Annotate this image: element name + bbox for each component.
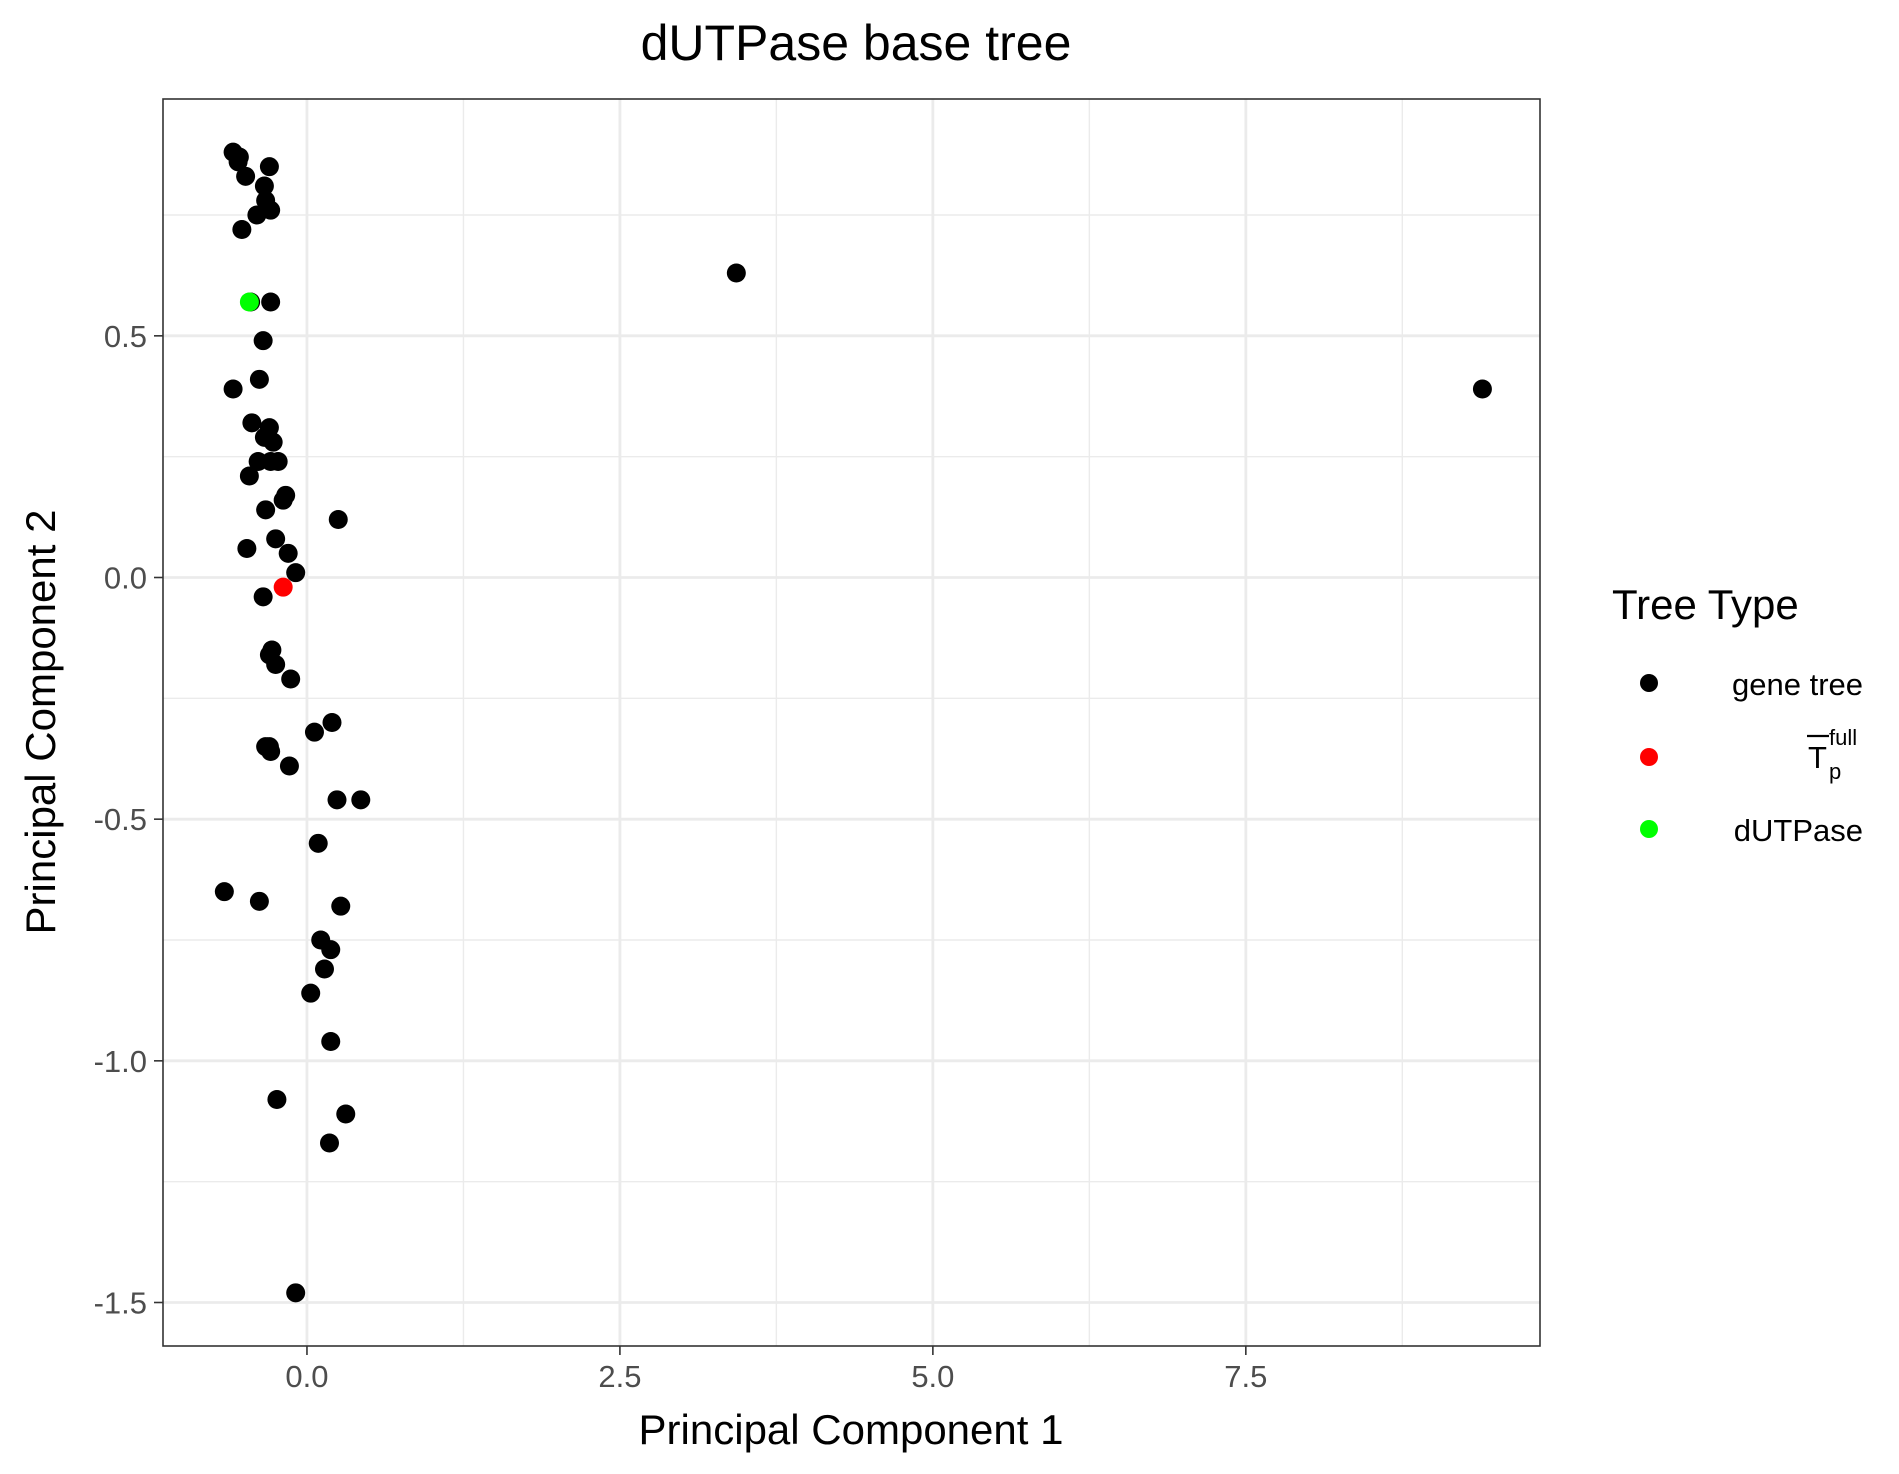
x-axis: 0.0 2.5 5.0 7.5 xyxy=(285,1346,1267,1394)
point-gene-tree xyxy=(268,452,288,471)
legend-label-t: T xyxy=(1808,740,1827,775)
legend-label-dutpase: dUTPase xyxy=(1734,813,1863,848)
legend: Tree Type gene tree T full p dUTPase xyxy=(1612,581,1863,848)
point-gene-tree xyxy=(351,790,371,810)
x-tick-label: 7.5 xyxy=(1224,1359,1267,1394)
point-gene-tree xyxy=(273,490,293,510)
minor-gridlines xyxy=(163,99,1540,1346)
chart-title: dUTPase base tree xyxy=(641,15,1072,71)
y-tick-label: -1.5 xyxy=(94,1286,147,1321)
legend-key-t-p-full xyxy=(1640,748,1658,766)
point-gene-tree xyxy=(236,166,256,186)
point-gene-tree xyxy=(336,1104,356,1124)
point-gene-tree xyxy=(1472,379,1492,399)
point-gene-tree xyxy=(254,176,274,196)
y-tick-label: -1.0 xyxy=(94,1044,147,1079)
point-gene-tree xyxy=(322,713,342,732)
x-axis-title: Principal Component 1 xyxy=(639,1406,1064,1453)
x-tick-label: 2.5 xyxy=(598,1359,641,1394)
y-axis: 0.5 0.0 -0.5 -1.0 -1.5 xyxy=(94,319,163,1321)
point-gene-tree xyxy=(261,742,281,761)
point-gene-tree xyxy=(327,790,347,810)
legend-key-dutpase xyxy=(1640,820,1658,838)
point-gene-tree xyxy=(314,959,334,979)
legend-label-subscript: p xyxy=(1829,759,1841,784)
legend-item-dutpase: dUTPase xyxy=(1640,813,1863,848)
legend-item-gene-tree: gene tree xyxy=(1640,667,1863,702)
point-gene-tree xyxy=(223,379,243,399)
point-gene-tree xyxy=(263,432,283,452)
legend-title: Tree Type xyxy=(1612,581,1799,628)
data-points xyxy=(214,142,1492,1303)
point-gene-tree xyxy=(266,529,286,549)
major-gridlines xyxy=(163,99,1540,1346)
point-gene-tree xyxy=(301,983,321,1003)
point-gene-tree xyxy=(319,1133,339,1153)
y-tick-label: 0.0 xyxy=(104,561,147,596)
point-gene-tree xyxy=(286,563,306,583)
point-gene-tree xyxy=(308,833,328,853)
panel-background xyxy=(163,99,1540,1346)
y-axis-title: Principal Component 2 xyxy=(17,510,64,935)
legend-label-superscript: full xyxy=(1829,725,1857,750)
plot-panel xyxy=(162,98,1541,1347)
legend-label-gene-tree: gene tree xyxy=(1732,667,1863,702)
point-gene-tree xyxy=(267,1090,287,1109)
point-gene-tree xyxy=(237,539,257,558)
point-gene-tree xyxy=(266,655,286,674)
point-gene-tree xyxy=(256,500,276,520)
legend-item-t-p-full: T full p xyxy=(1640,725,1857,784)
point-t-p-full xyxy=(273,577,293,597)
point-gene-tree xyxy=(321,1032,341,1051)
point-gene-tree xyxy=(232,220,252,239)
point-gene-tree xyxy=(281,669,301,689)
point-gene-tree xyxy=(214,882,234,902)
point-gene-tree xyxy=(261,292,281,312)
point-gene-tree xyxy=(278,543,298,563)
point-gene-tree xyxy=(259,157,279,177)
point-gene-tree xyxy=(726,263,746,283)
point-gene-tree xyxy=(253,331,273,351)
y-tick-label: 0.5 xyxy=(104,319,147,354)
point-gene-tree xyxy=(229,147,249,167)
point-gene-tree xyxy=(331,896,351,916)
point-gene-tree xyxy=(239,466,259,486)
point-gene-tree xyxy=(253,587,273,607)
point-gene-tree xyxy=(279,756,299,776)
point-gene-tree xyxy=(247,205,267,225)
point-gene-tree xyxy=(249,891,269,911)
legend-key-gene-tree xyxy=(1640,674,1658,692)
y-tick-label: -0.5 xyxy=(94,802,147,837)
point-gene-tree xyxy=(328,510,348,529)
point-gene-tree xyxy=(286,1283,306,1303)
panel-border xyxy=(162,98,1541,1347)
x-tick-label: 0.0 xyxy=(285,1359,328,1394)
point-gene-tree xyxy=(304,722,324,742)
point-gene-tree xyxy=(321,940,341,960)
point-gene-tree xyxy=(242,413,262,433)
x-tick-label: 5.0 xyxy=(911,1359,954,1394)
point-dutpase xyxy=(239,292,259,312)
point-gene-tree xyxy=(249,369,269,389)
